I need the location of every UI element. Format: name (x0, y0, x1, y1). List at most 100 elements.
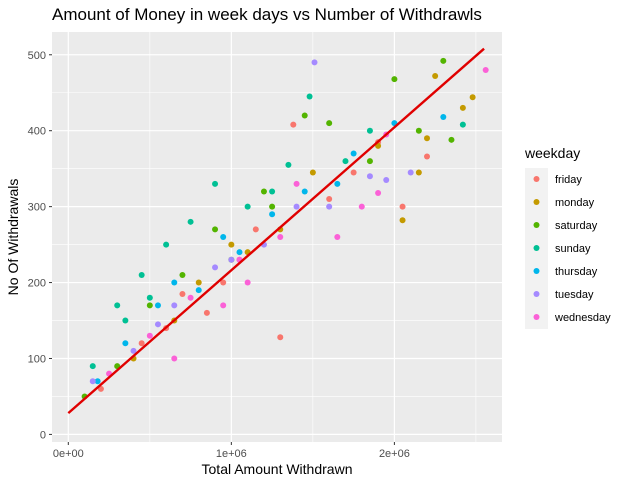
point-monday (415, 169, 422, 176)
point-tuesday (366, 173, 373, 180)
point-saturday (440, 57, 447, 64)
point-wednesday (375, 189, 382, 196)
point-monday (469, 94, 476, 101)
point-wednesday (187, 294, 194, 301)
point-monday (309, 169, 316, 176)
trend-line (67, 47, 485, 415)
point-wednesday (358, 203, 365, 210)
point-saturday (212, 226, 219, 233)
legend: weekday friday monday saturday sunday thursd… (524, 145, 611, 329)
point-friday (220, 279, 227, 286)
point-tuesday (383, 177, 390, 184)
point-friday (399, 203, 406, 210)
point-thursday (350, 150, 357, 157)
point-sunday (366, 127, 373, 134)
point-saturday (366, 158, 373, 165)
point-tuesday (154, 321, 161, 328)
point-tuesday (212, 264, 219, 271)
x-tick-label: 2e+06 (379, 448, 410, 460)
point-thursday (220, 234, 227, 240)
point-saturday (301, 112, 308, 119)
legend-label-sunday: sunday (555, 243, 591, 255)
point-sunday (187, 218, 194, 225)
point-thursday (334, 180, 341, 187)
point-wednesday (171, 355, 178, 362)
legend-label-wednesday: wednesday (554, 312, 611, 324)
point-saturday (448, 136, 455, 143)
point-sunday (306, 93, 313, 100)
point-thursday (269, 211, 276, 218)
y-axis-title: No Of Withdrawals (5, 179, 21, 296)
x-axis-title: Total Amount Withdrawn (202, 461, 353, 477)
y-tick-label: 400 (28, 126, 46, 138)
point-sunday (212, 180, 219, 187)
point-friday (277, 334, 284, 341)
point-friday (138, 340, 145, 347)
legend-dot-thursday (533, 268, 540, 274)
legend-dot-monday (533, 199, 540, 205)
point-tuesday (171, 302, 178, 309)
point-wednesday (220, 302, 227, 309)
y-tick-label: 500 (28, 50, 46, 62)
point-wednesday (334, 234, 341, 240)
legend-label-saturday: saturday (555, 220, 598, 232)
point-sunday (138, 271, 145, 278)
point-saturday (415, 127, 422, 134)
plot-panel (52, 32, 502, 442)
point-saturday (260, 188, 267, 195)
x-tick-label: 0e+00 (53, 448, 84, 460)
point-saturday (146, 302, 153, 309)
point-thursday (236, 249, 243, 256)
point-thursday (171, 279, 178, 286)
point-monday (459, 104, 466, 111)
legend-title: weekday (524, 145, 580, 161)
point-friday (252, 226, 259, 233)
point-sunday (342, 158, 349, 165)
point-friday (203, 309, 210, 316)
point-monday (195, 279, 202, 286)
legend-label-monday: monday (555, 197, 595, 209)
point-wednesday (146, 332, 153, 339)
point-thursday (195, 287, 202, 294)
point-sunday (114, 302, 121, 309)
y-tick-label: 300 (28, 202, 46, 214)
legend-dot-tuesday (533, 291, 540, 297)
legend-dot-saturday (533, 222, 540, 228)
point-thursday (94, 378, 101, 385)
point-monday (228, 241, 235, 248)
point-sunday (122, 317, 129, 324)
point-thursday (154, 302, 161, 309)
point-tuesday (326, 203, 333, 210)
legend-dot-friday (533, 176, 540, 182)
point-saturday (269, 203, 276, 210)
point-saturday (391, 76, 398, 83)
legend-label-friday: friday (555, 174, 582, 186)
chart-title: Amount of Money in week days vs Number o… (52, 5, 482, 24)
point-tuesday (228, 256, 235, 263)
y-axis-ticks: 0 100 200 300 400 500 (28, 50, 52, 441)
grid-minor (52, 32, 502, 442)
point-sunday (146, 294, 153, 301)
point-friday (424, 153, 430, 160)
point-monday (399, 217, 406, 224)
point-friday (179, 290, 186, 297)
point-sunday (244, 203, 251, 210)
point-thursday (122, 340, 129, 347)
point-wednesday (293, 180, 300, 187)
point-friday (326, 196, 333, 203)
point-saturday (326, 120, 333, 127)
point-tuesday (130, 347, 137, 354)
y-tick-label: 200 (28, 278, 46, 290)
point-friday (290, 121, 297, 128)
legend-label-thursday: thursday (555, 266, 598, 278)
point-tuesday (293, 203, 300, 210)
point-saturday (179, 271, 186, 278)
point-sunday (459, 121, 466, 128)
point-friday (350, 169, 357, 176)
y-tick-label: 100 (28, 353, 46, 365)
point-tuesday (407, 169, 414, 176)
legend-dot-sunday (533, 245, 540, 251)
x-axis-ticks: 0e+00 1e+06 2e+06 (53, 442, 410, 460)
point-tuesday (89, 378, 96, 385)
